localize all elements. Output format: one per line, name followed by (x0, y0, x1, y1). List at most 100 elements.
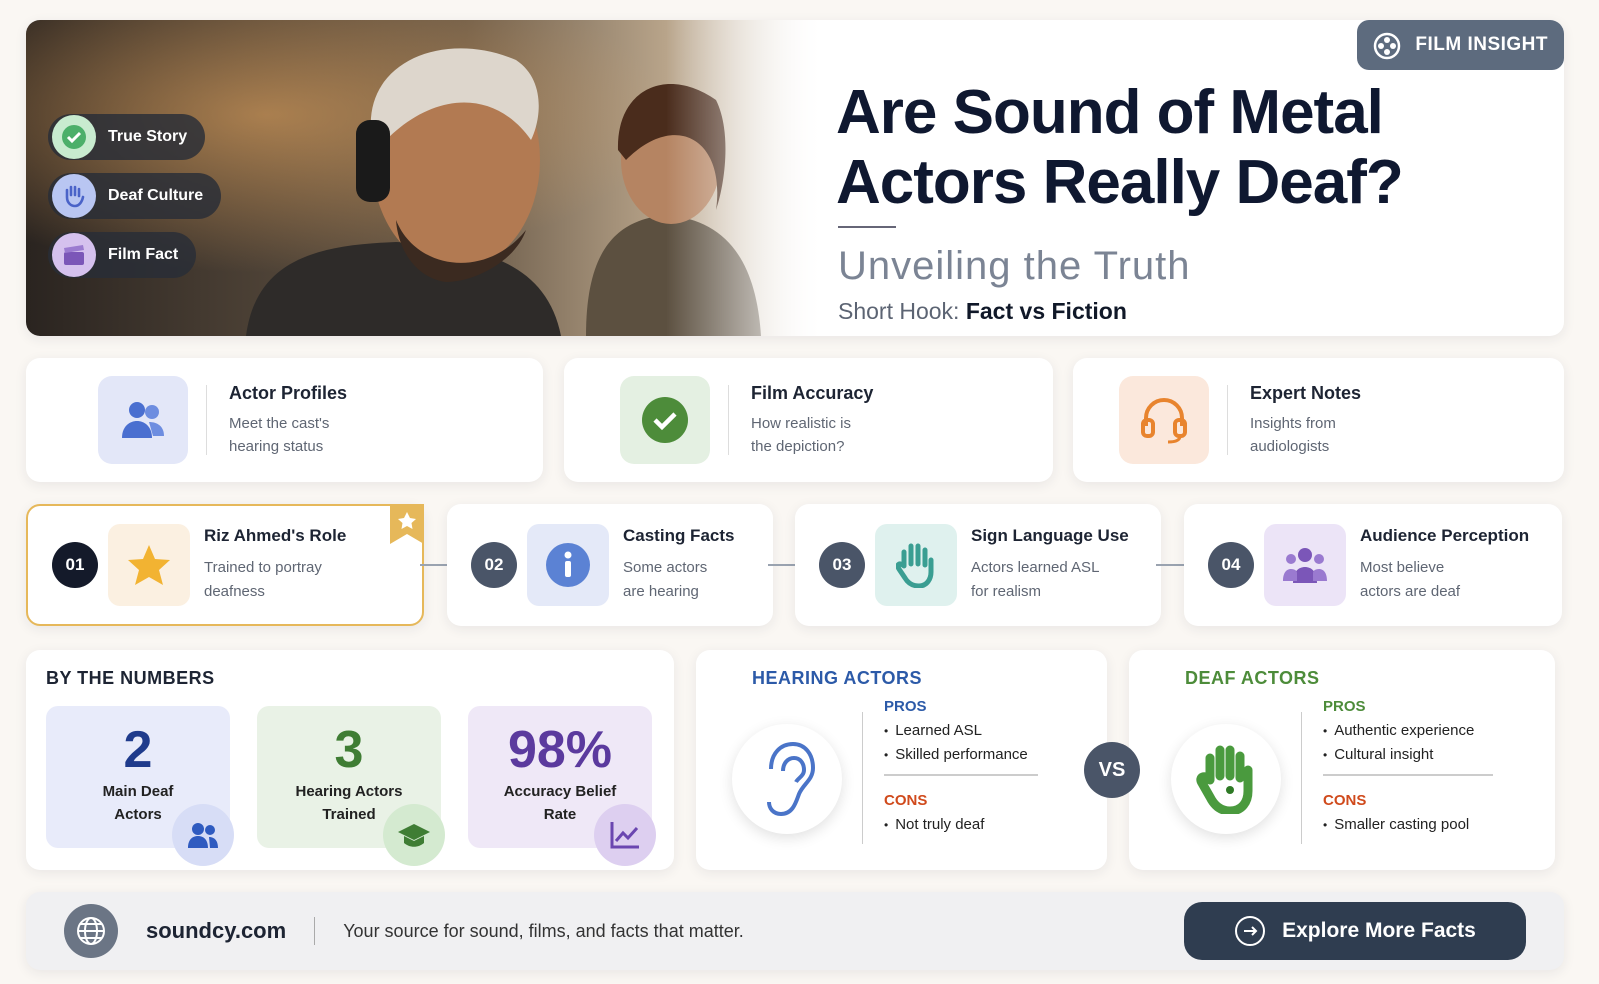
feature-card: Expert Notes Insights from audiologists (1073, 358, 1564, 482)
stat-value: 3 (334, 721, 364, 779)
footer: soundcy.com Your source for sound, films… (26, 892, 1564, 970)
feature-text: hearing status (229, 437, 324, 455)
stat-value: 98% (507, 721, 613, 779)
tag-label: True Story (108, 128, 188, 145)
step-icon (1264, 524, 1346, 606)
feature-icon (620, 376, 710, 464)
feature-title: Actor Profiles (229, 382, 348, 403)
stat-label: Accuracy Belief (503, 783, 617, 800)
stat-label: Trained (322, 806, 376, 823)
hero: True Story Deaf Culture Film Fact FILM I… (26, 20, 1564, 336)
step-text: Actors learned ASL (971, 559, 1100, 576)
ribbon (390, 504, 424, 544)
hook: Short Hook: Fact vs Fiction (838, 298, 1127, 325)
stat-label: Hearing Actors (295, 783, 403, 800)
separator (1301, 712, 1302, 844)
tag: True Story (48, 114, 206, 160)
separator (862, 712, 863, 844)
feature-text: Insights from (1250, 414, 1336, 432)
tagline: Your source for sound, films, and facts … (343, 920, 744, 941)
numbers-panel: BY THE NUMBERS 2 Main Deaf Actors 3 Heari… (26, 650, 674, 870)
site-name: soundcy.com (146, 918, 287, 943)
connector (1156, 564, 1192, 566)
vs-badge: VS (1084, 742, 1140, 798)
tag: Film Fact (48, 232, 197, 278)
step-text: actors are deaf (1360, 583, 1461, 600)
section-heading: BY THE NUMBERS (46, 668, 215, 688)
step-text: deafness (204, 583, 265, 600)
stat-icon (383, 804, 445, 866)
step-number: 02 (471, 542, 517, 588)
comparison-icon (1171, 724, 1281, 834)
feature-text: the depiction? (751, 437, 845, 455)
comparison-icon (732, 724, 842, 834)
badge-label: FILM INSIGHT (1415, 34, 1548, 55)
comparison-card: DEAF ACTORS PROS Authentic experience Cu… (1129, 650, 1555, 870)
divider (1323, 774, 1493, 776)
title: Are Sound of Metal Actors Really Deaf? (836, 78, 1404, 218)
separator (1227, 385, 1228, 455)
hook-label: Short Hook: (838, 298, 960, 324)
stat-label: Actors (114, 806, 162, 823)
badge: FILM INSIGHT (1357, 20, 1564, 70)
feature-icon (1119, 376, 1209, 464)
section-heading: DEAF ACTORS (1185, 668, 1320, 688)
step-card: 02 Casting Facts Some actors are hearing (447, 504, 773, 626)
divider (884, 774, 1038, 776)
feature-card: Actor Profiles Meet the cast's hearing sta… (26, 358, 543, 482)
stat-icon (172, 804, 234, 866)
step-card: 03 Sign Language Use Actors learned ASL fo… (795, 504, 1161, 626)
feature-text: audiologists (1250, 437, 1330, 455)
stat-value: 2 (123, 721, 153, 779)
stat-label: Rate (543, 806, 577, 823)
button-label: Explore More Facts (1282, 919, 1476, 942)
separator (728, 385, 729, 455)
subtitle: Unveiling the Truth (838, 244, 1191, 288)
pros-label: PROS (1323, 698, 1366, 715)
step-card: 04 Audience Perception Most believe actors… (1184, 504, 1562, 626)
comparison-card: HEARING ACTORS PROS Learned ASL Skilled … (696, 650, 1107, 870)
pro-item: Learned ASL (884, 722, 982, 739)
step-number: 04 (1208, 542, 1254, 588)
stat-card: 98% Accuracy Belief Rate (468, 706, 656, 866)
step-icon (108, 524, 190, 606)
con-item: Smaller casting pool (1323, 816, 1469, 833)
cons-label: CONS (884, 792, 928, 809)
feature-icon (98, 376, 188, 464)
step-text: are hearing (623, 583, 699, 600)
separator (206, 385, 207, 455)
step-title: Audience Perception (1360, 526, 1530, 545)
explore-button[interactable]: Explore More Facts (1184, 902, 1526, 960)
step-icon (527, 524, 609, 606)
tag: Deaf Culture (48, 173, 222, 219)
step-text: for realism (971, 583, 1042, 600)
step-title: Casting Facts (623, 526, 735, 545)
step-text: Trained to portray (204, 559, 322, 576)
pro-item: Skilled performance (884, 746, 1028, 763)
connector (768, 564, 804, 566)
feature-title: Film Accuracy (751, 382, 874, 403)
title-line: Actors Really Deaf? (836, 148, 1404, 217)
step-card: 01 Riz Ahmed's Role Trained to portray dea… (26, 504, 424, 626)
connector (420, 564, 456, 566)
pros-label: PROS (884, 698, 927, 715)
tag-label: Deaf Culture (108, 187, 204, 204)
step-number: 03 (819, 542, 865, 588)
separator (314, 917, 316, 945)
step-number: 01 (52, 542, 98, 588)
hook-text: Fact vs Fiction (965, 298, 1127, 324)
divider (838, 226, 896, 228)
globe-icon (64, 904, 118, 958)
feature-card: Film Accuracy How realistic is the depicti… (564, 358, 1053, 482)
stat-card: 2 Main Deaf Actors (46, 706, 234, 866)
feature-text: Meet the cast's (229, 414, 330, 432)
cons-label: CONS (1323, 792, 1367, 809)
title-line: Are Sound of Metal (836, 78, 1384, 147)
step-title: Riz Ahmed's Role (204, 526, 347, 545)
pro-item: Cultural insight (1323, 746, 1433, 763)
con-item: Not truly deaf (884, 816, 984, 833)
step-title: Sign Language Use (971, 526, 1129, 545)
pro-item: Authentic experience (1323, 722, 1474, 739)
stat-icon (594, 804, 656, 866)
